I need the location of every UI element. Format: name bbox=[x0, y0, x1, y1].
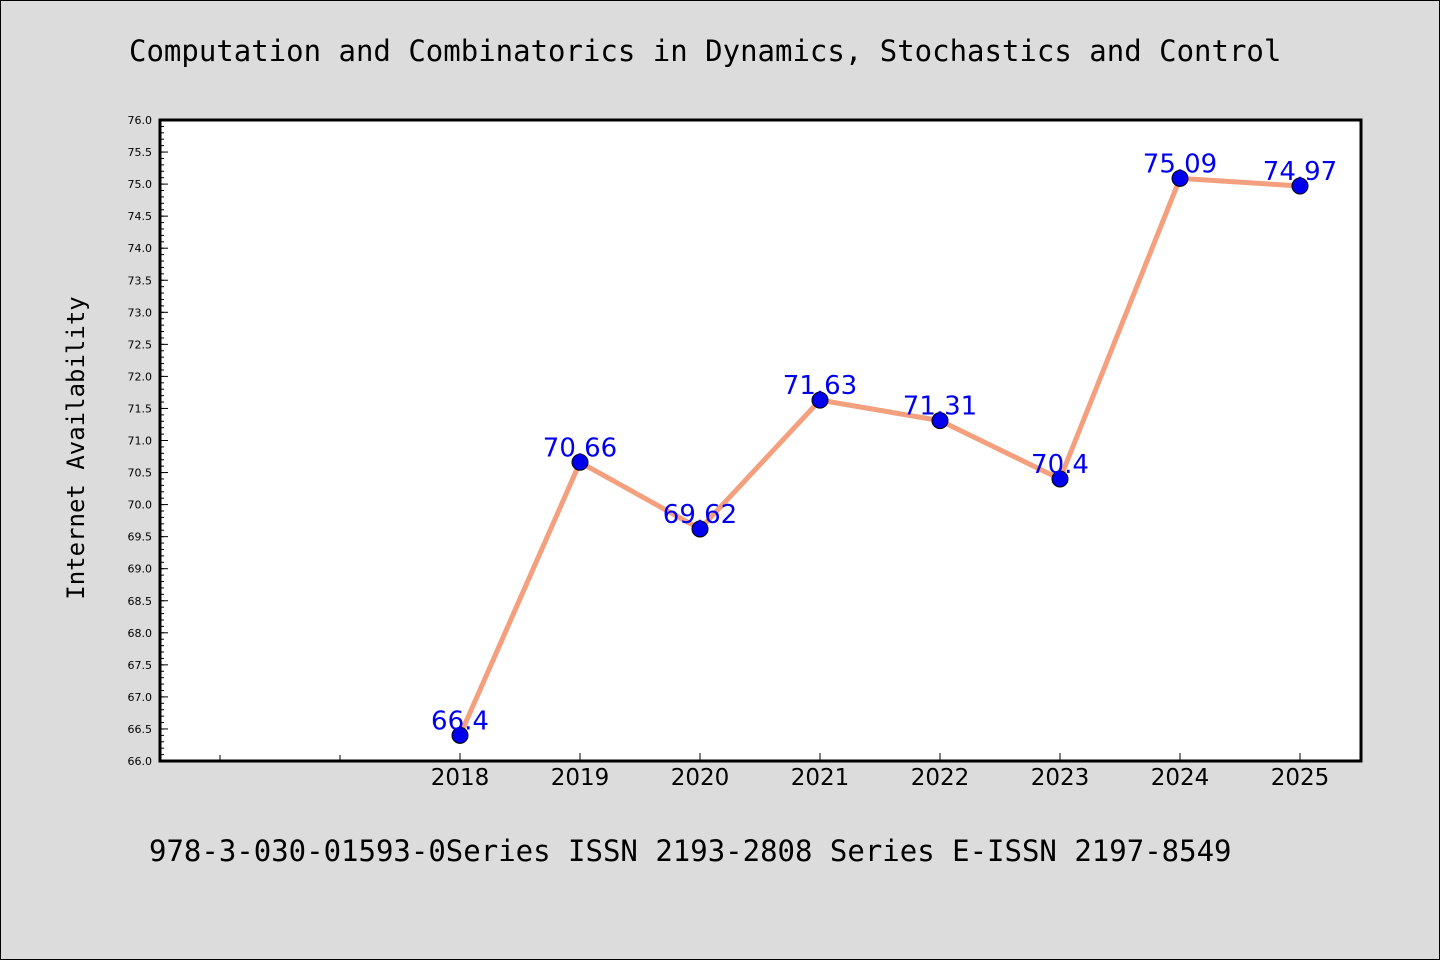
x-tick-label: 2025 bbox=[1271, 765, 1330, 791]
y-tick-label: 73.0 bbox=[128, 306, 153, 319]
x-axis-ticks: 2018 2019 2020 2021 2022 2023 2024 2025 bbox=[219, 753, 1330, 791]
data-point bbox=[811, 391, 829, 409]
x-tick-label: 2019 bbox=[551, 765, 610, 791]
y-tick-label: 66.0 bbox=[128, 755, 153, 768]
y-tick-label: 72.0 bbox=[128, 370, 153, 383]
y-tick-label: 74.5 bbox=[128, 210, 153, 223]
data-label: 66.4 bbox=[431, 706, 489, 736]
y-tick-label: 70.0 bbox=[128, 499, 153, 512]
y-tick-label: 75.5 bbox=[128, 146, 153, 159]
x-tick-label: 2021 bbox=[791, 765, 850, 791]
x-tick-label: 2018 bbox=[431, 765, 490, 791]
data-point bbox=[1051, 470, 1069, 488]
y-tick-label: 69.5 bbox=[128, 531, 153, 544]
x-tick-label: 2024 bbox=[1151, 765, 1210, 791]
y-tick-label: 67.5 bbox=[128, 659, 153, 672]
data-label: 75.09 bbox=[1143, 149, 1217, 179]
y-tick-label: 68.0 bbox=[128, 627, 153, 640]
y-tick-label: 73.5 bbox=[128, 274, 153, 287]
data-label: 69.62 bbox=[663, 500, 737, 530]
series-group: 66.4 70.66 69.62 71.63 71.31 70.4 75.09 74.97 bbox=[431, 149, 1337, 744]
x-tick-label: 2020 bbox=[671, 765, 730, 791]
y-tick-label: 68.5 bbox=[128, 595, 153, 608]
data-point bbox=[451, 726, 469, 744]
data-label: 71.63 bbox=[783, 371, 857, 401]
x-tick-label: 2022 bbox=[911, 765, 970, 791]
data-point bbox=[931, 412, 949, 430]
y-tick-label: 70.5 bbox=[128, 467, 153, 480]
data-point bbox=[571, 453, 589, 471]
data-point bbox=[691, 520, 709, 538]
x-tick-label: 2023 bbox=[1031, 765, 1090, 791]
data-label: 70.66 bbox=[543, 433, 617, 463]
y-tick-label: 71.0 bbox=[128, 435, 153, 448]
y-axis-ticks: 66.0 66.5 67.0 67.5 68.0 68.5 69.0 69.5 70.0 70.5… bbox=[128, 114, 168, 768]
data-point bbox=[1291, 177, 1309, 195]
footer-text: 978-3-030-01593-0Series ISSN 2193-2808 S… bbox=[149, 834, 1232, 868]
series-line bbox=[457, 175, 1301, 737]
y-tick-label: 71.5 bbox=[128, 402, 153, 415]
data-point bbox=[1171, 169, 1189, 187]
y-tick-label: 74.0 bbox=[128, 242, 153, 255]
y-tick-label: 67.0 bbox=[128, 691, 153, 704]
y-tick-label: 69.0 bbox=[128, 563, 153, 576]
y-tick-label: 72.5 bbox=[128, 338, 153, 351]
data-label: 71.31 bbox=[903, 392, 977, 422]
chart-title: Computation and Combinatorics in Dynamic… bbox=[129, 34, 1282, 68]
y-tick-label: 76.0 bbox=[128, 114, 153, 127]
data-label: 70.4 bbox=[1031, 450, 1089, 480]
plot-area bbox=[158, 118, 1363, 763]
y-tick-label: 75.0 bbox=[128, 178, 153, 191]
y-tick-label: 66.5 bbox=[128, 723, 153, 736]
data-label: 74.97 bbox=[1263, 157, 1337, 187]
